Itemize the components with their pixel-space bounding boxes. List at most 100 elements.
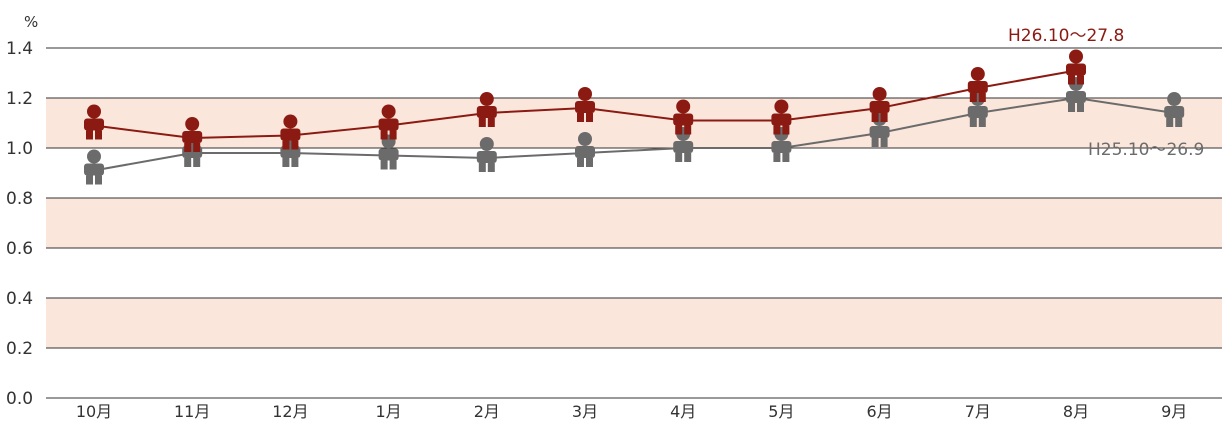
person-leg (773, 153, 781, 162)
person-leg (282, 140, 290, 150)
x-axis-ticks: 10月 11月 12月 1月 2月 3月 4月 5月 6月 7月 8月 9月 (76, 402, 1187, 421)
person-leg (675, 153, 683, 162)
series-labels: H26.10～27.8 H25.10～26.9 (1008, 26, 1204, 160)
person-icon (673, 99, 694, 135)
person-leg (95, 175, 102, 185)
x-tick-label: 3月 (572, 402, 598, 421)
y-tick-label: 0.2 (6, 339, 33, 359)
person-body (673, 113, 694, 126)
person-icon (967, 67, 988, 102)
x-tick-label: 11月 (174, 402, 210, 421)
series-markers (84, 49, 1185, 185)
person-leg (1166, 118, 1174, 127)
person-head (578, 87, 592, 101)
person-icon (84, 149, 104, 185)
person-head (774, 99, 789, 114)
person-head (970, 67, 985, 81)
person-leg (282, 158, 290, 167)
person-icon (1164, 92, 1185, 127)
y-tick-label: 1.2 (6, 89, 33, 109)
gridlines (46, 47, 1222, 399)
person-icon (869, 87, 890, 122)
person-leg (880, 113, 888, 122)
person-body (182, 131, 203, 143)
person-icon (1066, 49, 1086, 85)
person-icon (280, 114, 301, 150)
person-head (87, 104, 101, 119)
person-leg (291, 158, 299, 167)
person-leg (380, 130, 388, 140)
person-leg (586, 113, 593, 122)
person-leg (773, 125, 781, 135)
person-leg (291, 140, 299, 150)
background-band (46, 98, 1222, 148)
person-body (575, 101, 595, 113)
person-body (673, 141, 694, 153)
y-tick-label: 1.0 (6, 139, 33, 159)
x-tick-label: 1月 (376, 402, 402, 421)
person-leg (389, 160, 397, 170)
person-body (967, 81, 988, 93)
person-leg (969, 118, 977, 127)
person-body (280, 128, 301, 141)
x-tick-label: 2月 (474, 402, 500, 421)
person-head (1167, 92, 1182, 106)
y-tick-label: 0.4 (6, 289, 33, 309)
background-band (46, 198, 1222, 248)
person-icon (771, 99, 792, 135)
person-leg (684, 153, 692, 162)
person-leg (478, 118, 486, 127)
person-head (185, 117, 200, 131)
person-leg (86, 130, 93, 140)
person-body (575, 146, 595, 158)
person-leg (487, 163, 495, 172)
person-body (84, 163, 104, 176)
person-body (378, 148, 399, 161)
person-head (381, 104, 396, 119)
person-body (476, 106, 497, 118)
person-head (283, 114, 298, 129)
y-tick-label: 0.0 (6, 389, 33, 409)
background-band (46, 298, 1222, 348)
person-body (1164, 106, 1185, 118)
x-tick-label: 5月 (768, 402, 794, 421)
x-tick-label: 4月 (670, 402, 696, 421)
person-body (378, 118, 399, 131)
x-tick-label: 6月 (867, 402, 893, 421)
series-label-h25: H25.10～26.9 (1088, 140, 1204, 160)
series-line-1 (93, 96, 1175, 172)
person-head (676, 99, 691, 114)
person-head (578, 132, 592, 146)
person-icon (476, 137, 497, 172)
person-leg (184, 158, 192, 167)
y-tick-label: 0.8 (6, 189, 33, 209)
person-body (84, 118, 104, 131)
person-leg (1068, 75, 1075, 85)
person-leg (487, 118, 495, 127)
person-body (869, 126, 890, 138)
person-body (771, 113, 792, 126)
person-head (872, 87, 887, 101)
y-axis-ticks: 0.0 0.2 0.4 0.6 0.8 1.0 1.2 1.4 (6, 39, 33, 409)
person-leg (193, 158, 201, 167)
person-leg (380, 160, 388, 170)
person-leg (86, 175, 93, 185)
person-body (771, 141, 792, 153)
y-unit-label: % (24, 13, 38, 31)
y-tick-label: 1.4 (6, 39, 33, 59)
person-leg (782, 153, 790, 162)
person-head (479, 137, 494, 151)
person-leg (586, 158, 593, 167)
person-leg (880, 138, 888, 147)
person-body (869, 101, 890, 113)
person-icon (476, 92, 497, 127)
person-icon (84, 104, 104, 140)
person-leg (478, 163, 486, 172)
series-label-h26: H26.10～27.8 (1008, 26, 1124, 46)
person-leg (1175, 118, 1183, 127)
person-icon (182, 117, 203, 152)
person-leg (389, 130, 397, 140)
person-body (967, 106, 988, 118)
x-tick-label: 12月 (272, 402, 308, 421)
